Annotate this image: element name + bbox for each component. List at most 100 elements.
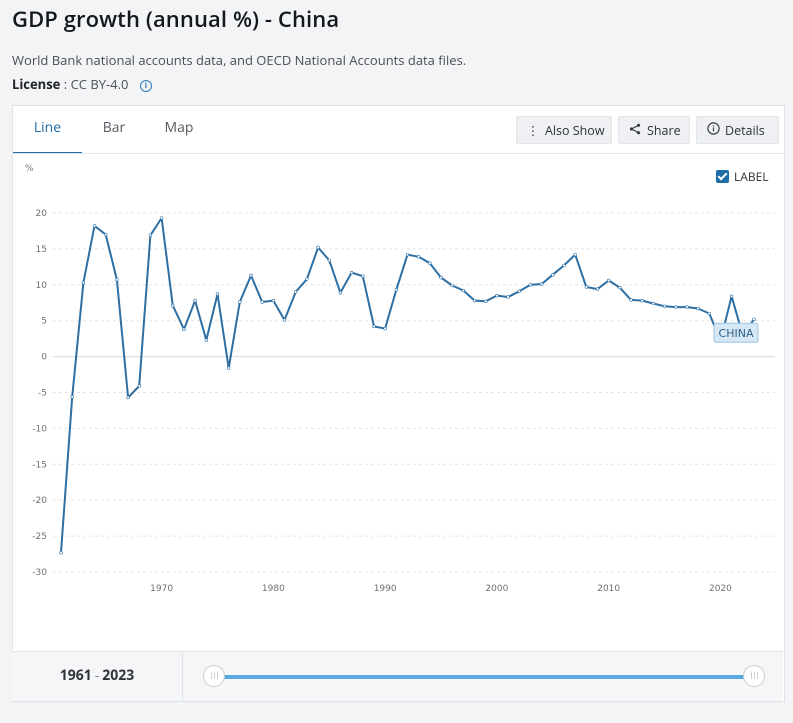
y-tick-label: -15 (32, 460, 47, 470)
y-tick-label: -30 (32, 568, 47, 578)
data-point (104, 232, 108, 237)
data-point (696, 306, 700, 311)
data-point (685, 305, 689, 309)
y-tick-label: 5 (41, 317, 47, 327)
x-tick-label: 2020 (709, 584, 732, 594)
x-tick-label: 1980 (262, 584, 285, 594)
data-point (674, 305, 678, 309)
data-point (551, 273, 555, 277)
data-point (361, 274, 365, 278)
share-label: Share (647, 122, 681, 139)
data-point (528, 283, 533, 287)
data-point (707, 311, 711, 316)
x-tick-label: 2000 (485, 584, 508, 594)
data-point (226, 366, 231, 370)
data-point (271, 298, 276, 303)
data-point (450, 283, 454, 288)
data-point (70, 395, 74, 399)
data-point (651, 301, 656, 306)
data-point (182, 327, 186, 332)
data-point (405, 252, 410, 257)
data-point (193, 298, 197, 303)
data-point (517, 289, 521, 293)
y-tick-label: 10 (36, 281, 48, 291)
data-point (495, 293, 499, 298)
license-label: License (12, 75, 61, 93)
data-point (204, 338, 209, 342)
range-start: 1961 (59, 666, 92, 685)
data-point (606, 278, 611, 283)
range-slider-track[interactable] (215, 675, 755, 679)
data-point (416, 255, 421, 259)
source-text: World Bank national accounts data, and O… (12, 51, 467, 69)
data-point (662, 304, 667, 309)
data-point (148, 233, 153, 237)
data-point (372, 324, 376, 329)
x-tick-label: 1990 (374, 584, 397, 594)
x-tick-label: 2010 (597, 584, 620, 594)
data-point (305, 277, 309, 281)
range-slider-start-handle[interactable]: ||| (203, 665, 225, 687)
license-separator: : (63, 75, 68, 93)
data-point (584, 285, 589, 289)
data-point (159, 216, 164, 220)
series-label-china: CHINA (719, 327, 754, 340)
data-point (539, 282, 544, 286)
data-point (92, 224, 97, 228)
share-button[interactable]: Share (618, 116, 690, 144)
range-slider-end-handle[interactable]: ||| (743, 665, 765, 687)
data-point (349, 270, 354, 275)
details-label: Details (725, 122, 765, 139)
tab-map[interactable]: Map (164, 118, 194, 137)
info-icon[interactable]: i (139, 80, 152, 92)
data-point (484, 299, 488, 304)
info-circle-icon (706, 117, 720, 145)
y-axis-unit-label: % (25, 164, 34, 174)
data-point (640, 298, 644, 303)
label-toggle[interactable]: LABEL (716, 168, 769, 185)
data-point (506, 295, 510, 299)
y-tick-label: 20 (36, 209, 48, 219)
license-row: License : CC BY-4.0 i (12, 75, 152, 93)
data-point (729, 294, 734, 298)
page-title: GDP growth (annual %) - China (12, 4, 340, 34)
data-point (171, 303, 175, 308)
range-footer: 1961-2023 ||| ||| (12, 651, 783, 701)
line-chart: % 20 15 10 5 0 -5 -10 -15 -20 -25 -30 1970 1980 1990 20… (25, 164, 775, 594)
year-range: 1961-2023 (12, 652, 183, 701)
tab-bar[interactable]: Bar (102, 118, 126, 137)
data-point (316, 245, 320, 250)
y-tick-label: 15 (36, 245, 47, 255)
y-tick-label: -20 (32, 496, 47, 506)
data-point (137, 384, 141, 388)
data-point (618, 285, 622, 290)
y-tick-label: -25 (32, 532, 47, 542)
also-show-button[interactable]: ⋮ Also Show (516, 116, 612, 144)
license-value: CC BY-4.0 (70, 75, 129, 93)
data-point (428, 261, 432, 265)
tab-line[interactable]: Line (13, 106, 82, 154)
x-tick-label: 1970 (150, 584, 173, 594)
chart-panel: Line Bar Map ⋮ Also Show Share Details LA… (12, 105, 785, 702)
data-point (394, 288, 399, 292)
y-tick-label: -10 (32, 424, 47, 434)
series-label-box (713, 322, 759, 343)
data-point (595, 287, 600, 291)
data-point (238, 300, 242, 304)
data-point (472, 298, 477, 303)
data-point (562, 263, 566, 268)
data-point (338, 290, 343, 295)
y-tick-label: 0 (41, 353, 47, 363)
details-button[interactable]: Details (696, 116, 779, 144)
data-point (629, 298, 633, 302)
data-point (115, 278, 119, 282)
label-checkbox[interactable] (716, 170, 729, 183)
data-point (282, 318, 287, 322)
data-point (383, 326, 387, 331)
tab-divider (13, 153, 784, 154)
data-point (249, 273, 253, 278)
data-point (126, 395, 130, 400)
data-point (81, 280, 86, 285)
range-separator: - (94, 666, 100, 685)
data-point (294, 290, 298, 294)
